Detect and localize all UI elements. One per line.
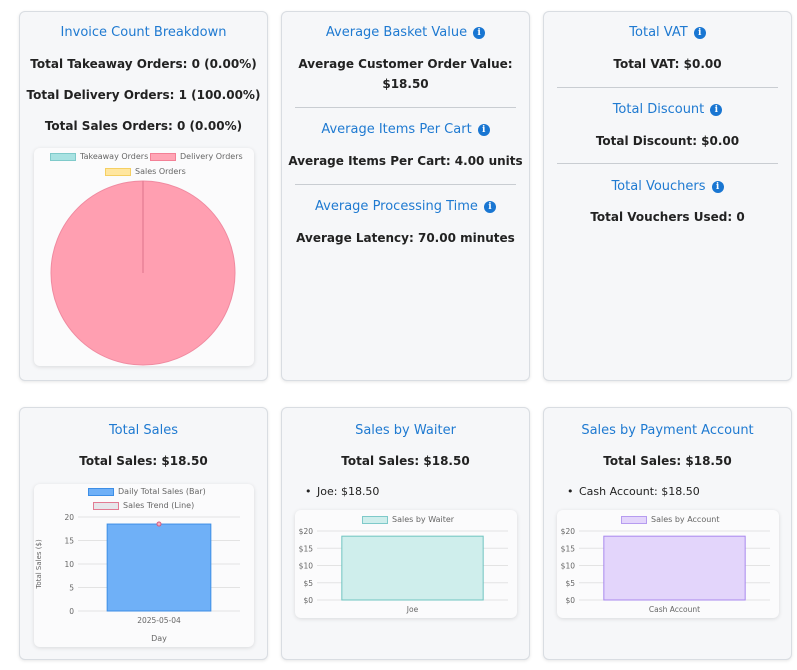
vat-card: Total VAT i Total VAT: $0.00 Total Disco… [543, 11, 792, 381]
y-tick-label: $0 [565, 596, 575, 605]
legend-daily-total-sales[interactable]: Daily Total Sales (Bar) [88, 487, 206, 496]
items-per-cart-value: Average Items Per Cart: 4.00 units [288, 154, 523, 168]
pie-svg [50, 180, 236, 366]
waiter-total-value: Total Sales: $18.50 [341, 454, 470, 468]
items-per-cart-title: Average Items Per Cart i [282, 122, 529, 137]
legend-swatch-account [621, 515, 647, 524]
bar [106, 523, 212, 612]
total-sales-svg: Total Sales ($) Day 0 5 10 15 20 2025-05-04 [35, 513, 240, 643]
bar [603, 535, 746, 601]
legend-swatch-takeaway [50, 152, 76, 161]
discount-title: Total Discount i [544, 102, 791, 117]
processing-time-value: Average Latency: 70.00 minutes [296, 231, 515, 245]
list-item: Cash Account: $18.50 [567, 485, 700, 498]
legend-swatch-sales-orders [105, 167, 131, 176]
legend-swatch-delivery [150, 152, 176, 161]
vat-title: Total VAT i [544, 25, 791, 40]
y-tick-label: $10 [299, 562, 314, 571]
waiter-card: Sales by Waiter Total Sales: $18.50 Joe:… [281, 407, 530, 660]
y-tick-label: $5 [303, 579, 313, 588]
legend-takeaway[interactable]: Takeaway Orders [50, 152, 148, 161]
payment-card: Sales by Payment Account Total Sales: $1… [543, 407, 792, 660]
info-icon[interactable]: i [693, 26, 706, 39]
takeaway-orders-stat: Total Takeaway Orders: 0 (0.00%) [30, 57, 257, 71]
legend-sales-by-account[interactable]: Sales by Account [621, 515, 720, 524]
legend-sales-trend[interactable]: Sales Trend (Line) [93, 501, 194, 510]
x-axis-label: Day [151, 634, 167, 643]
y-tick-label: 15 [64, 537, 74, 546]
legend-delivery[interactable]: Delivery Orders [150, 152, 243, 161]
legend-swatch-bar [88, 487, 114, 496]
info-icon[interactable]: i [483, 200, 496, 213]
y-axis-label: Total Sales ($) [35, 539, 43, 590]
sales-orders-stat: Total Sales Orders: 0 (0.00%) [44, 119, 243, 133]
payment-title: Sales by Payment Account [581, 423, 754, 438]
total-sales-value: Total Sales: $18.50 [79, 454, 208, 468]
y-tick-label: 0 [69, 607, 74, 616]
x-tick-label: Joe [406, 605, 419, 614]
info-icon[interactable]: i [477, 123, 490, 136]
total-sales-title: Total Sales [108, 423, 179, 438]
legend-swatch-waiter [362, 515, 388, 524]
invoice-pie-chart: Takeaway Orders Delivery Orders Sales Or… [34, 148, 254, 366]
legend-sales-orders[interactable]: Sales Orders [105, 167, 186, 176]
x-tick-label: Cash Account [649, 605, 700, 614]
y-tick-label: 20 [64, 513, 74, 522]
trend-point [156, 521, 162, 527]
invoice-count-title: Invoice Count Breakdown [60, 25, 227, 40]
y-tick-label: $5 [565, 579, 575, 588]
discount-value: Total Discount: $0.00 [595, 134, 740, 148]
y-tick-label: $20 [561, 527, 576, 536]
y-tick-label: $0 [303, 596, 313, 605]
y-tick-label: $10 [561, 562, 576, 571]
total-sales-chart: Daily Total Sales (Bar) Sales Trend (Lin… [34, 484, 254, 647]
vouchers-title: Total Vouchers i [544, 179, 791, 194]
basket-title: Average Basket Value i [282, 25, 529, 40]
info-icon[interactable]: i [473, 26, 486, 39]
avg-order-value-label: Average Customer Order Value: [298, 57, 513, 71]
legend-sales-by-waiter[interactable]: Sales by Waiter [362, 515, 454, 524]
y-tick-label: $15 [561, 544, 576, 553]
waiter-chart: Sales by Waiter $0 $5 $10 $15 $20 Joe [295, 510, 517, 618]
divider [557, 87, 778, 88]
y-tick-label: 10 [64, 560, 74, 569]
info-icon[interactable]: i [711, 180, 724, 193]
y-tick-label: 5 [69, 584, 74, 593]
basket-card: Average Basket Value i Average Customer … [281, 11, 530, 381]
y-tick-label: $20 [299, 527, 314, 536]
waiter-svg: $0 $5 $10 $15 $20 Joe [299, 527, 508, 614]
invoice-count-card: Invoice Count Breakdown Total Takeaway O… [19, 11, 268, 381]
payment-total-value: Total Sales: $18.50 [603, 454, 732, 468]
divider [295, 184, 516, 185]
avg-order-value: $18.50 [382, 77, 429, 91]
divider [295, 107, 516, 108]
vat-value: Total VAT: $0.00 [613, 57, 722, 71]
list-item: Joe: $18.50 [305, 485, 380, 498]
waiter-title: Sales by Waiter [355, 423, 456, 438]
bar [341, 535, 484, 601]
account-svg: $0 $5 $10 $15 $20 Cash Account [561, 527, 770, 614]
payment-chart: Sales by Account $0 $5 $10 $15 $20 Cash Accou… [557, 510, 779, 618]
vouchers-value: Total Vouchers Used: 0 [590, 210, 745, 224]
legend-swatch-line [93, 501, 119, 510]
divider [557, 163, 778, 164]
total-sales-card: Total Sales Total Sales: $18.50 Daily To… [19, 407, 268, 660]
x-tick-label: 2025-05-04 [137, 616, 181, 625]
processing-time-title: Average Processing Time i [282, 199, 529, 214]
delivery-orders-stat: Total Delivery Orders: 1 (100.00%) [26, 88, 261, 102]
y-tick-label: $15 [299, 544, 314, 553]
info-icon[interactable]: i [710, 103, 723, 116]
